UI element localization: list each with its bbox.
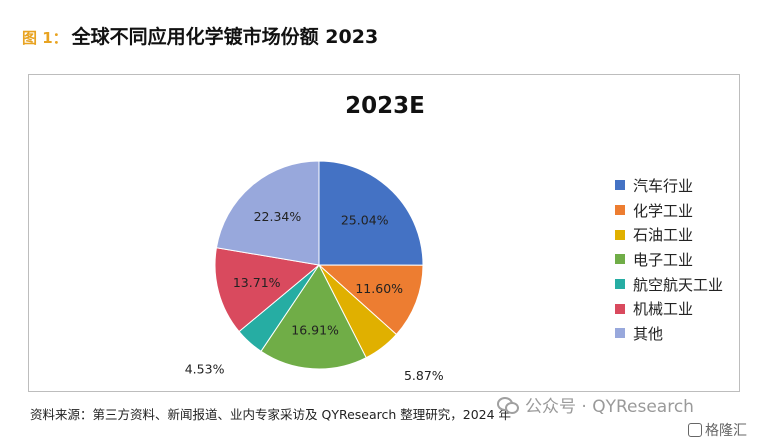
- legend-swatch: [615, 328, 625, 339]
- chart-container: 25.04% 11.60% 5.87% 16.91% 4.53% 13.71% 22.34%…: [28, 74, 740, 392]
- legend-swatch: [615, 205, 625, 216]
- figure-title-text: 全球不同应用化学镀市场份额 2023: [71, 26, 379, 48]
- legend-item: 机械工业: [615, 296, 723, 321]
- chart-legend: 汽车行业化学工业石油工业电子工业航空航天工业 机械工业其他: [615, 173, 723, 346]
- pie-slice: [318, 160, 424, 266]
- legend-swatch: [615, 279, 625, 290]
- watermark-text: 公众号 · QYResearch: [525, 397, 694, 417]
- legend-swatch: [615, 229, 625, 240]
- figure-title: 图 1： 全球不同应用化学镀市场份额 2023: [22, 22, 378, 52]
- data-label: 25.04%: [341, 213, 389, 228]
- legend-item: 化学工业: [615, 198, 723, 223]
- legend-item: 石油工业: [615, 222, 723, 247]
- legend-swatch: [615, 180, 625, 191]
- legend-label: 汽车行业: [633, 176, 694, 195]
- pie-slice: [215, 160, 320, 266]
- brand-logo: 格隆汇: [688, 420, 747, 440]
- legend-label: 机械工业: [633, 300, 694, 319]
- brand-text: 格隆汇: [705, 423, 747, 439]
- data-label: 13.71%: [233, 275, 281, 290]
- legend-label: 化学工业: [633, 201, 694, 220]
- legend-item: 电子工业: [615, 247, 723, 272]
- legend-label: 其他: [633, 324, 664, 343]
- data-label: 11.60%: [355, 281, 403, 296]
- pie-chart: 25.04% 11.60% 5.87% 16.91% 4.53% 13.71% 22.34%: [185, 160, 444, 383]
- data-label: 22.34%: [254, 209, 302, 224]
- legend-label: 石油工业: [633, 226, 694, 245]
- source-note: 资料来源：第三方资料、新闻报道、业内专家采访及 QYResearch 整理研究，…: [30, 407, 512, 422]
- pie-slice: [214, 247, 321, 333]
- watermark: 公众号 · QYResearch: [497, 392, 694, 417]
- pie-slice: [317, 264, 424, 336]
- chart-title: 2023E: [345, 93, 425, 119]
- legend-label: 航空航天工业: [633, 275, 724, 294]
- pie-slice: [260, 264, 367, 370]
- figure-label: 图 1：: [22, 29, 68, 47]
- legend-swatch: [615, 303, 625, 314]
- legend-item: 其他: [615, 321, 723, 346]
- legend-swatch: [615, 254, 625, 265]
- data-label: 16.91%: [291, 322, 339, 337]
- brand-icon: [688, 423, 702, 437]
- legend-item: 汽车行业: [615, 173, 723, 198]
- data-label: 5.87%: [404, 368, 444, 383]
- legend-label: 电子工业: [633, 250, 694, 269]
- data-label: 4.53%: [185, 362, 225, 377]
- wechat-icon: [497, 396, 519, 414]
- legend-item: 航空航天工业: [615, 272, 723, 297]
